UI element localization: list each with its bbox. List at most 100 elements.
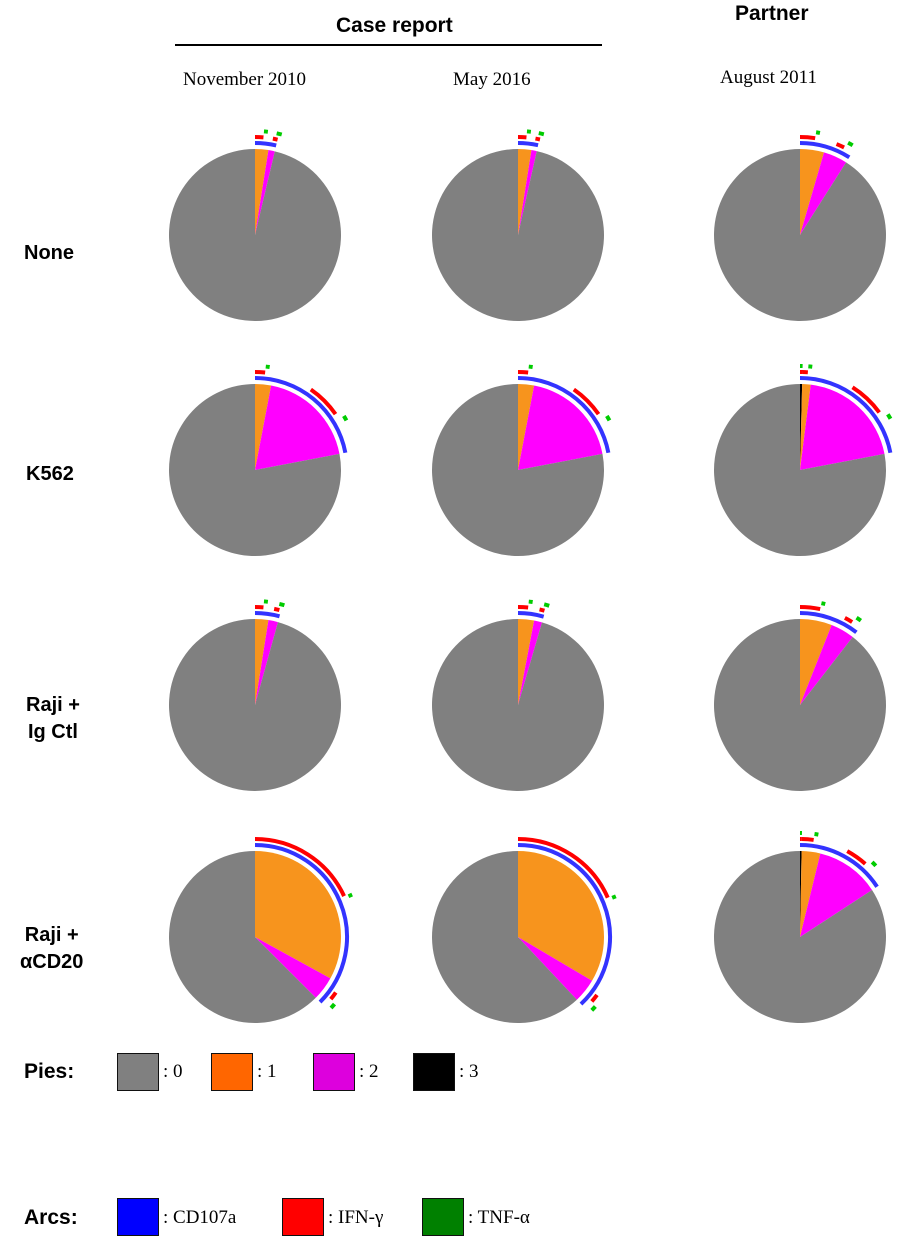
pie-slice-0: [169, 619, 342, 792]
pie-slice-1: [518, 384, 535, 470]
arc-ifn-3: [309, 387, 338, 416]
arc-ifn-1: [799, 605, 821, 612]
pie-slice-2: [800, 853, 873, 937]
arc-ifn-1: [799, 135, 816, 141]
arc-cd107a-0: [799, 376, 893, 454]
arc-ifn-3: [801, 837, 814, 842]
legend-arcs-title: Arcs:: [24, 1206, 78, 1229]
pie-slice-0: [713, 384, 886, 557]
legend-label-arc-ifn-gamma: : IFN-γ: [328, 1207, 384, 1228]
pie-raji-αcd20-november-2010: [169, 837, 353, 1023]
arc-ifn-3: [835, 142, 845, 150]
pie-slice-1: [800, 384, 811, 470]
pie-slice-0: [431, 619, 604, 791]
pie-slice-2: [255, 385, 340, 470]
pie-slice-0: [432, 149, 604, 321]
arc-tnf-α-2: [611, 894, 617, 900]
arc-ifn-1: [254, 837, 346, 897]
pie-raji-ig-ctl-may-2016: [431, 599, 604, 791]
pie-slice-1: [800, 851, 821, 937]
arc-cd107a-0: [517, 843, 612, 1006]
pie-slice-2: [800, 625, 853, 705]
pie-slice-0: [431, 384, 604, 557]
pie-slice-0: [168, 149, 341, 321]
legend-label-arc-tnf-alpha: : TNF-α: [468, 1207, 530, 1228]
arc-cd107a-0: [254, 843, 349, 1004]
group-title-case-report: Case report: [336, 14, 453, 37]
arc-tnf-α-4: [329, 1002, 337, 1010]
column-label-august-2011: August 2011: [720, 67, 817, 88]
pie-slice-1: [255, 851, 341, 979]
arc-tnf-α-4: [814, 832, 819, 837]
pie-slice-1: [518, 619, 535, 705]
row-label-k562: K562: [26, 463, 74, 485]
arc-cd107a-0: [799, 611, 858, 634]
legend-swatch-arc-ifn-gamma: [282, 1198, 324, 1236]
arc-cd107a-0: [517, 611, 545, 619]
legend-label-pie-1: : 1: [257, 1061, 277, 1082]
arc-cd107a-0: [799, 843, 879, 888]
row-label-none: None: [24, 242, 74, 264]
pie-slice-0: [713, 619, 886, 791]
arc-cd107a-0: [254, 611, 281, 619]
legend-swatch-pie-3: [413, 1053, 455, 1091]
pie-slice-2: [255, 937, 331, 998]
group-title-partner: Partner: [735, 2, 809, 25]
pie-none-august-2011: [714, 130, 887, 321]
pie-slice-2: [518, 385, 603, 470]
arc-ifn-5: [846, 849, 867, 866]
pie-slice-1: [518, 149, 532, 235]
case-report-rule: [175, 44, 602, 46]
arc-tnf-α-4: [590, 1005, 597, 1012]
arc-tnf-α-4: [342, 414, 349, 422]
arc-tnf-α-2: [820, 601, 826, 607]
row-label-raji-ig-ctl: Raji + Ig Ctl: [26, 694, 80, 743]
pie-slice-2: [518, 150, 537, 235]
pie-slice-2: [518, 937, 593, 1000]
pie-slice-1: [800, 619, 832, 705]
pie-slice-0: [431, 851, 577, 1023]
pie-slice-2: [800, 384, 885, 470]
pie-raji-αcd20-august-2011: [713, 830, 886, 1023]
pie-slice-1: [518, 851, 604, 981]
pie-raji-ig-ctl-august-2011: [713, 601, 886, 791]
pie-slice-1: [255, 384, 272, 470]
legend-swatch-pie-0: [117, 1053, 159, 1091]
arc-tnf-α-2: [347, 892, 353, 898]
row-label-raji-acd20: Raji + αCD20: [20, 924, 84, 973]
pie-slice-0: [714, 149, 887, 321]
legend-swatch-pie-2: [313, 1053, 355, 1091]
pie-slice-0: [713, 851, 886, 1023]
pie-slice-0: [169, 384, 342, 557]
pie-slice-1: [255, 619, 269, 705]
arc-ifn-1: [517, 605, 529, 610]
arc-ifn-5: [851, 385, 881, 414]
arc-tnf-α-2: [815, 130, 821, 135]
arc-ifn-3: [572, 387, 601, 416]
legend-arcs: Arcs: : CD107a : IFN-γ : TNF-α: [0, 1198, 912, 1238]
legend-label-pie-2: : 2: [359, 1061, 379, 1082]
arc-tnf-α-4: [276, 131, 283, 137]
arc-cd107a-0: [254, 141, 277, 148]
pie-raji-ig-ctl-november-2010: [169, 599, 342, 792]
pie-slice-2: [255, 620, 278, 705]
arc-ifn-3: [539, 607, 545, 613]
pie-none-may-2016: [432, 129, 604, 321]
legend-label-pie-3: : 3: [459, 1061, 479, 1082]
legend-label-arc-cd107a: : CD107a: [163, 1207, 237, 1228]
arc-tnf-α-4: [278, 601, 285, 608]
legend-swatch-arc-cd107a: [117, 1198, 159, 1236]
arc-ifn-3: [272, 136, 279, 142]
arc-tnf-α-4: [855, 616, 863, 623]
pie-none-november-2010: [168, 129, 341, 321]
legend-pies: Pies: : 0 : 1 : 2 : 3: [0, 1053, 912, 1093]
arc-ifn-3: [535, 136, 541, 142]
arc-tnf-α-4: [847, 141, 854, 148]
arc-cd107a-0: [517, 376, 611, 454]
arc-ifn-1: [517, 837, 610, 899]
arc-ifn-3: [329, 991, 338, 1001]
arc-ifn-3: [590, 993, 599, 1003]
pie-slice-2: [800, 152, 847, 235]
